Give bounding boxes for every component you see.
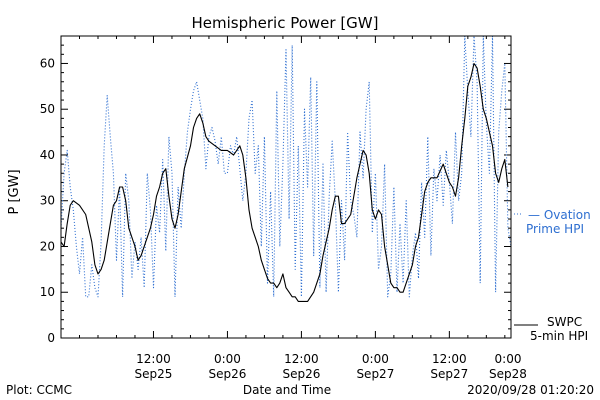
y-tick-label: 0 — [47, 331, 55, 345]
x-tick-time-label: 12:00 — [136, 352, 171, 366]
legend-swpc-line1: SWPC — [547, 315, 582, 329]
plot-credit: Plot: CCMC — [6, 383, 72, 397]
y-tick-label: 40 — [40, 148, 55, 162]
ovation-series-line — [60, 35, 512, 298]
swpc-series-line — [60, 62, 509, 302]
y-axis-label: P [GW] — [7, 169, 22, 214]
legend-ovation-line1: — Ovation — [528, 208, 591, 222]
x-axis-label: Date and Time — [243, 383, 331, 397]
chart-title: Hemispheric Power [GW] — [192, 14, 379, 32]
plot-frame — [60, 35, 512, 339]
x-tick-date-label: Sep26 — [282, 367, 320, 381]
x-tick-date-label: Sep26 — [208, 367, 246, 381]
y-tick-label: 60 — [40, 56, 55, 70]
legend-ovation: — Ovation Prime HPI — [514, 208, 591, 236]
x-tick-date-label: Sep27 — [430, 367, 468, 381]
x-tick-time-label: 0:00 — [214, 352, 241, 366]
y-tick-label: 50 — [40, 102, 55, 116]
legend-swpc-line2: 5-min HPI — [530, 329, 588, 343]
y-tick-label: 10 — [40, 285, 55, 299]
x-tick-date-label: Sep27 — [356, 367, 394, 381]
y-tick-label: 30 — [40, 194, 55, 208]
y-axis-ticks: 0 10 20 30 40 50 60 — [40, 35, 511, 345]
x-tick-time-label: 12:00 — [432, 352, 467, 366]
legend: — Ovation Prime HPI SWPC 5-min HPI — [514, 208, 591, 343]
x-tick-time-label: 0:00 — [362, 352, 389, 366]
plot-timestamp: 2020/09/28 01:20:20 — [467, 383, 594, 397]
series-layer — [60, 35, 512, 302]
legend-swpc: SWPC 5-min HPI — [514, 315, 588, 343]
x-axis-ticks: 12:00Sep250:00Sep2612:00Sep260:00Sep2712… — [60, 36, 527, 381]
x-tick-date-label: Sep25 — [135, 367, 173, 381]
legend-ovation-line2: Prime HPI — [526, 222, 584, 236]
x-tick-time-label: 12:00 — [284, 352, 319, 366]
x-tick-date-label: Sep28 — [489, 367, 527, 381]
y-tick-label: 20 — [40, 239, 55, 253]
x-tick-time-label: 0:00 — [495, 352, 522, 366]
